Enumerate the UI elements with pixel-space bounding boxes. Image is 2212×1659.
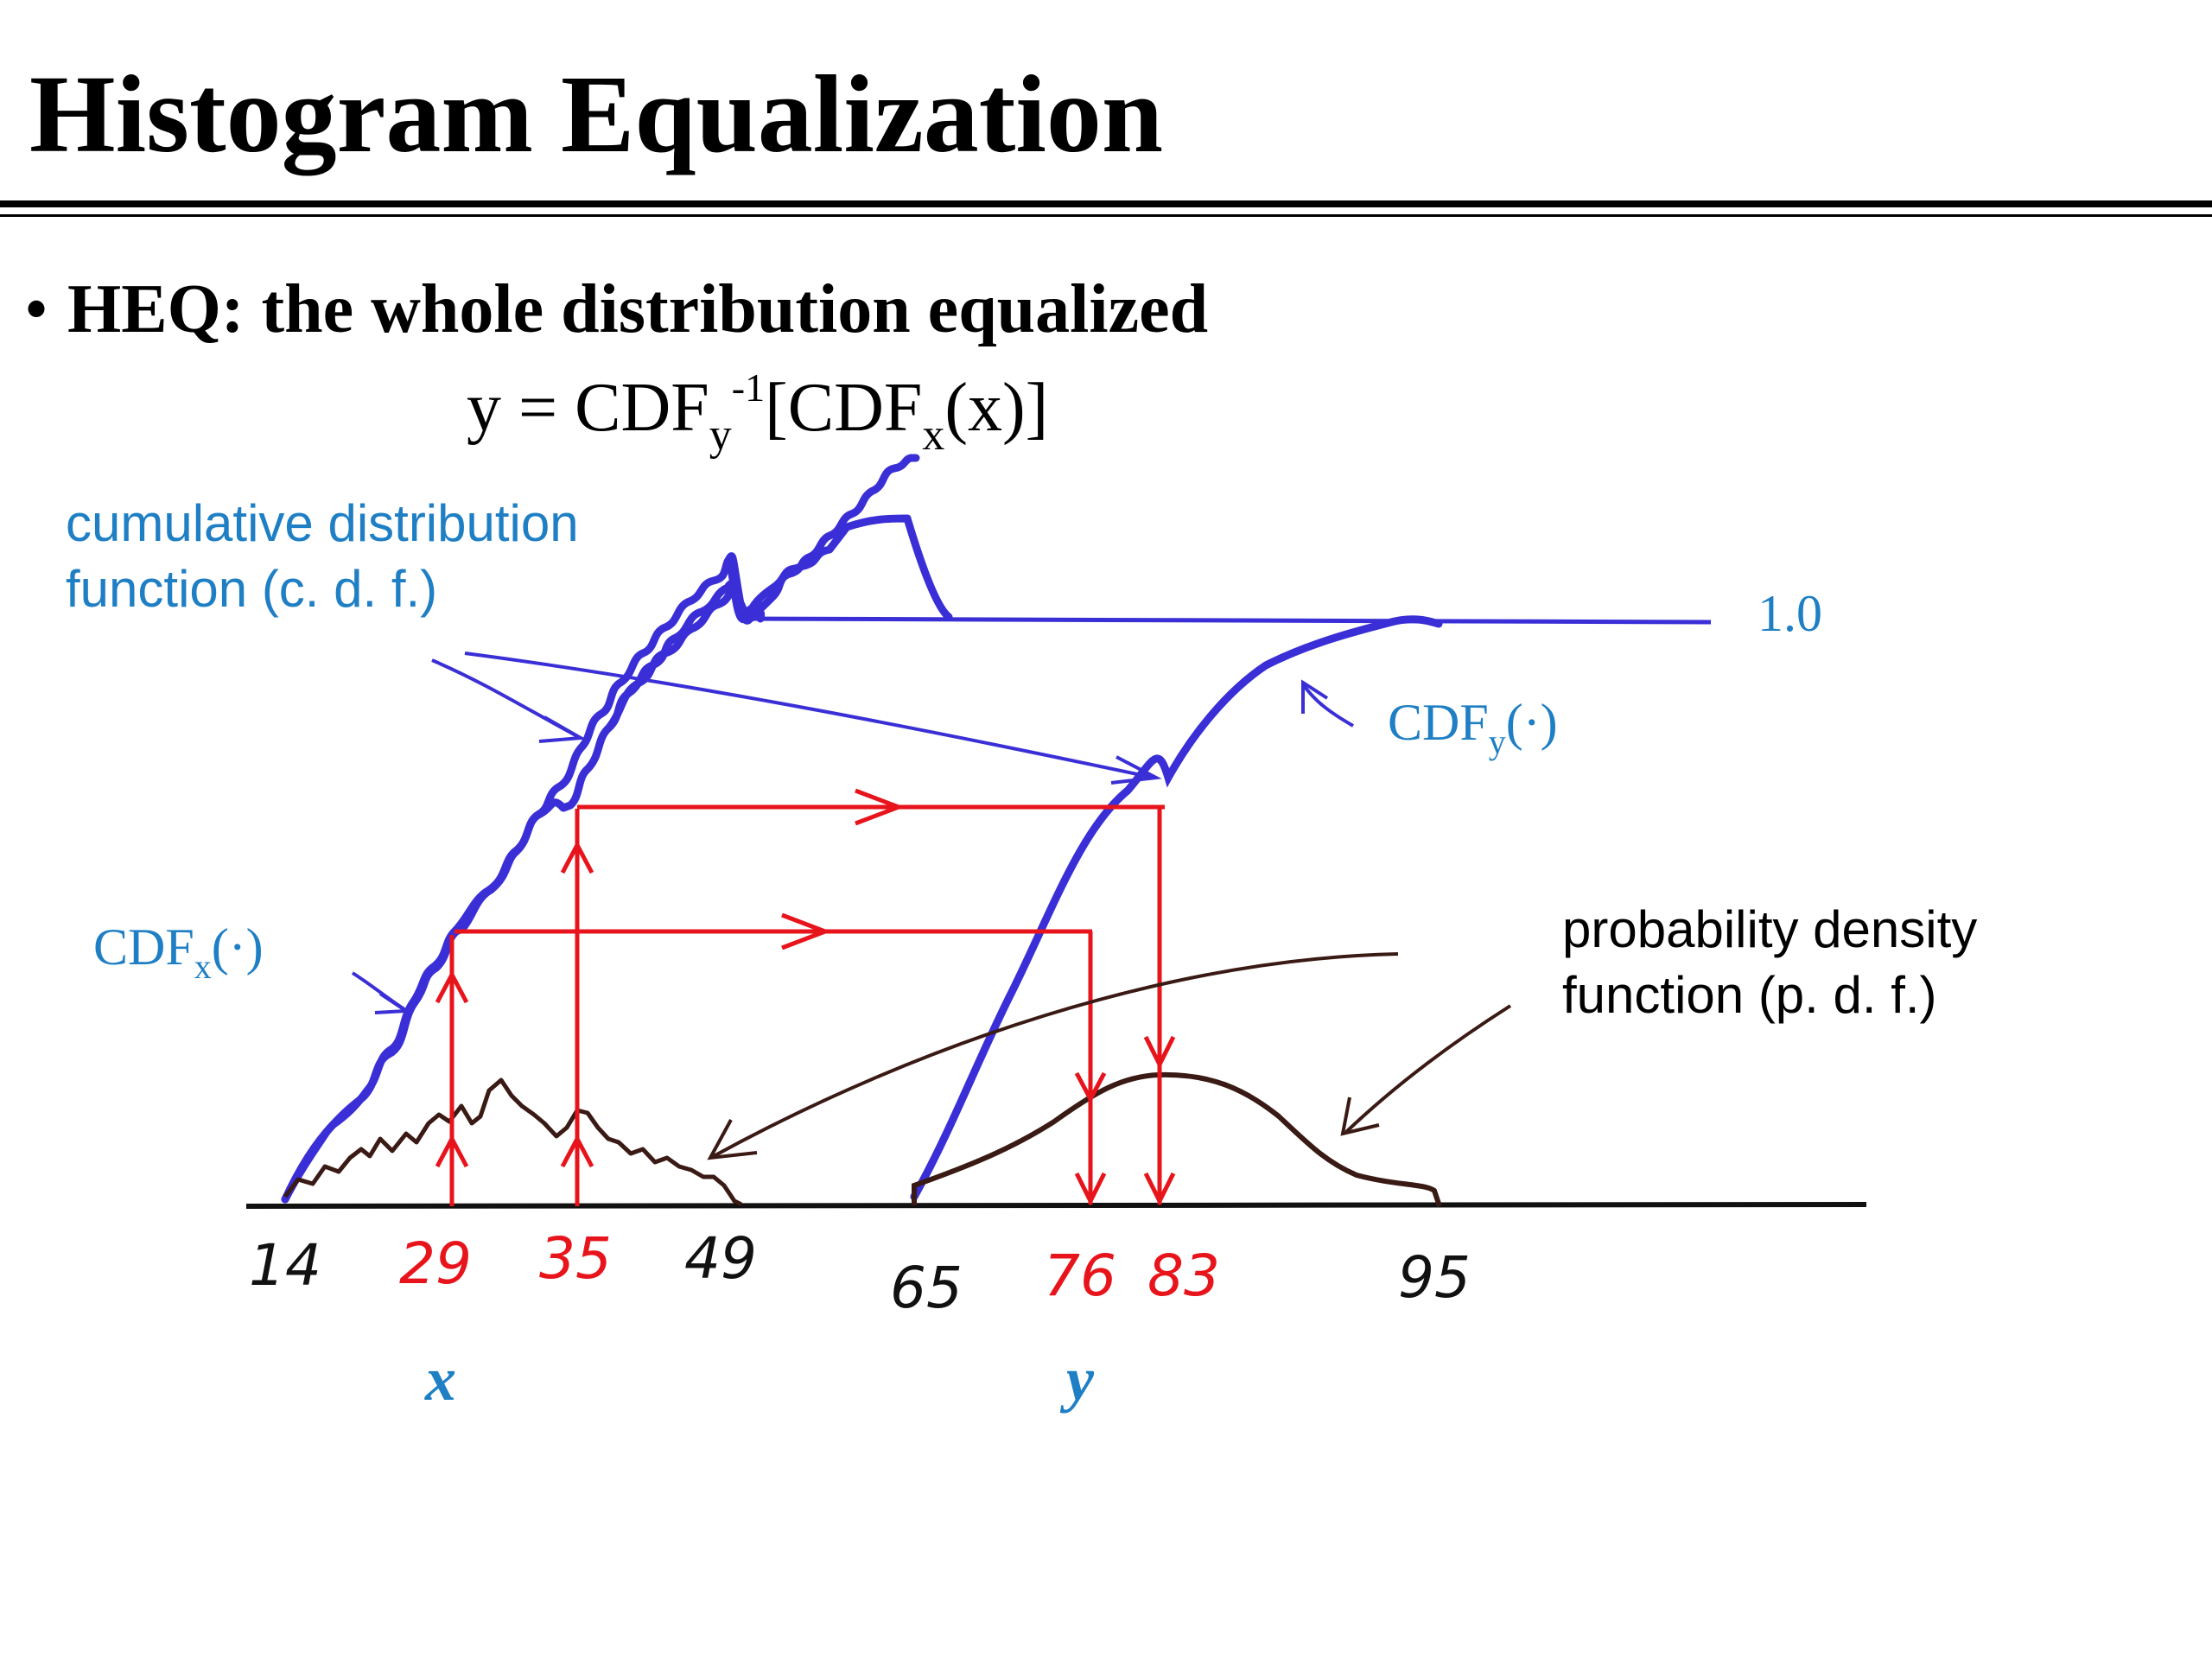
pdf-pointer-1-head bbox=[707, 1119, 758, 1160]
y76-arrow-2 bbox=[1074, 1172, 1107, 1206]
bullet-text: HEQ: the whole distribution equalized bbox=[67, 271, 1209, 347]
cdfy-pointer-head bbox=[1301, 679, 1329, 714]
tick-29: 29 bbox=[399, 1230, 472, 1297]
cdf-pointer-2 bbox=[464, 652, 1154, 779]
variable-y-label: y bbox=[1066, 1344, 1094, 1414]
cdf-x-main bbox=[281, 552, 753, 1204]
y76-arrow-1 bbox=[1074, 1071, 1107, 1104]
x29-arrow-1 bbox=[435, 969, 469, 1004]
cdf-x-plateau bbox=[747, 616, 1712, 625]
cdfy-pointer bbox=[1301, 683, 1354, 728]
pdf-annotation-line2: function (p. d. f.) bbox=[1562, 966, 1937, 1024]
cdf-y-label-arg: (·) bbox=[1505, 694, 1558, 751]
tick-95: 95 bbox=[1398, 1244, 1471, 1311]
cdf-y-curve bbox=[910, 615, 1443, 1201]
title-rule-thin bbox=[0, 214, 2212, 217]
formula-mid: [CDF bbox=[765, 370, 923, 446]
cdf-annotation-line1: cumulative distribution bbox=[66, 494, 579, 552]
variable-x-label: x bbox=[425, 1344, 456, 1414]
tick-76: 76 bbox=[1044, 1243, 1116, 1309]
cdf-pointer-1-head bbox=[538, 715, 587, 743]
cdf-annotation-line2: function (c. d. f.) bbox=[66, 560, 438, 618]
formula-sub-y: y bbox=[709, 410, 732, 460]
map-arrow-35-to-83-head bbox=[855, 788, 906, 826]
pdf-annotation-line1: probability density bbox=[1562, 900, 1978, 958]
heq-formula: y = CDFy-1[CDFx(x)] bbox=[467, 368, 1048, 458]
tick-65: 65 bbox=[890, 1255, 963, 1321]
y83-arrow-1 bbox=[1143, 1035, 1176, 1070]
pdf-y-curve bbox=[912, 1071, 1442, 1207]
cdf-x-label: CDFx(·) bbox=[93, 918, 264, 984]
title-rule-thick bbox=[0, 200, 2212, 207]
x29-arrow-2 bbox=[435, 1134, 469, 1168]
y83-arrow-2 bbox=[1143, 1172, 1176, 1206]
tick-49: 49 bbox=[684, 1225, 757, 1292]
cdfx-pointer-head bbox=[374, 992, 412, 1014]
formula-rhs: (x)] bbox=[944, 370, 1049, 446]
tick-14: 14 bbox=[249, 1232, 321, 1299]
cdf-max-label: 1.0 bbox=[1758, 585, 1822, 642]
tick-35: 35 bbox=[539, 1225, 612, 1292]
x35-arrow-2 bbox=[560, 1134, 594, 1168]
cdf-x-label-main: CDF bbox=[93, 918, 194, 976]
cdf-y-label-sub: y bbox=[1488, 722, 1506, 761]
x35-arrow-1 bbox=[560, 840, 594, 874]
formula-sup-inverse: -1 bbox=[731, 365, 766, 410]
map-arrow-29-to-76-head bbox=[781, 912, 832, 950]
pdf-pointer-1 bbox=[713, 952, 1399, 1158]
slide-title: Histogram Equalization bbox=[29, 53, 1164, 175]
pdf-annotation: probability density function (p. d. f.) bbox=[1562, 897, 1977, 1028]
cdf-y-label-main: CDF bbox=[1388, 694, 1489, 751]
cdf-x-label-arg: (·) bbox=[211, 918, 264, 976]
tick-83: 83 bbox=[1147, 1243, 1220, 1309]
pdf-x-histogram bbox=[283, 1077, 743, 1207]
cdf-annotation: cumulative distribution function (c. d. … bbox=[66, 491, 579, 622]
cdf-x-upper bbox=[605, 514, 953, 732]
bullet-point: • HEQ: the whole distribution equalized bbox=[24, 275, 1208, 344]
x-axis-line bbox=[245, 1202, 1867, 1209]
cdf-pointer-2-head bbox=[1110, 755, 1162, 785]
cdf-y-label: CDFy(·) bbox=[1388, 694, 1558, 760]
cdf-x-top bbox=[723, 454, 920, 623]
pdf-pointer-2 bbox=[1344, 1004, 1512, 1134]
formula-lhs: y = CDF bbox=[467, 370, 709, 446]
bullet-marker: • bbox=[24, 271, 49, 347]
cdf-x-label-sub: x bbox=[194, 947, 212, 986]
pdf-pointer-2-head bbox=[1340, 1096, 1380, 1136]
formula-sub-x: x bbox=[922, 410, 945, 460]
